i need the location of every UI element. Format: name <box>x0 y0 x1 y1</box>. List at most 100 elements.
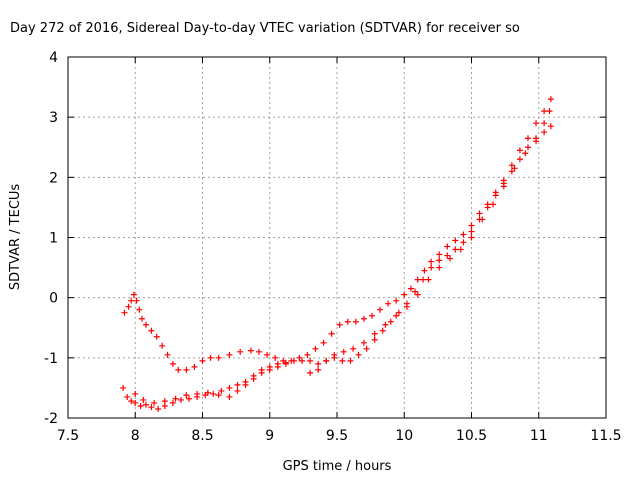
data-point <box>148 327 155 334</box>
data-point <box>128 398 135 405</box>
data-point <box>371 330 378 337</box>
data-point <box>128 297 135 304</box>
data-point <box>385 300 392 307</box>
data-point <box>274 363 281 370</box>
data-point <box>290 357 297 364</box>
data-point <box>120 384 127 391</box>
y-tick-label: 2 <box>49 170 58 186</box>
data-point <box>172 395 179 402</box>
data-point <box>352 318 359 325</box>
data-point <box>500 183 507 190</box>
data-point <box>151 399 158 406</box>
data-point <box>320 339 327 346</box>
data-point <box>199 357 206 364</box>
data-point <box>468 234 475 241</box>
data-point <box>175 366 182 373</box>
data-point <box>436 257 443 264</box>
data-point <box>457 246 464 253</box>
data-point <box>159 342 166 349</box>
data-point <box>121 309 128 316</box>
x-tick-label: 7.5 <box>57 428 79 444</box>
data-point <box>524 135 531 142</box>
data-point <box>444 252 451 259</box>
data-point <box>226 393 233 400</box>
data-point <box>215 392 222 399</box>
data-point <box>191 363 198 370</box>
data-point <box>237 348 244 355</box>
data-point <box>143 401 150 408</box>
data-point <box>420 276 427 283</box>
data-point <box>428 258 435 265</box>
data-point <box>468 222 475 229</box>
data-point <box>407 285 414 292</box>
data-point <box>234 387 241 394</box>
data-point <box>272 354 279 361</box>
data-point <box>492 192 499 199</box>
data-point <box>336 321 343 328</box>
data-point <box>533 120 540 127</box>
data-point <box>371 336 378 343</box>
data-point <box>511 165 518 172</box>
data-point <box>393 312 400 319</box>
data-point <box>194 390 201 397</box>
y-tick-label: 3 <box>49 110 58 126</box>
data-point <box>444 243 451 250</box>
data-point <box>161 398 168 405</box>
data-point <box>395 309 402 316</box>
data-point <box>136 306 143 313</box>
data-point <box>533 138 540 145</box>
data-point <box>476 210 483 217</box>
data-point <box>350 345 357 352</box>
data-point <box>148 404 155 411</box>
data-point <box>215 354 222 361</box>
data-point <box>234 381 241 388</box>
x-tick-label: 10.5 <box>456 428 487 444</box>
data-point <box>460 231 467 238</box>
data-point <box>393 297 400 304</box>
y-axis-label: SDTVAR / TECUs <box>8 184 23 291</box>
x-tick-label: 11 <box>530 428 548 444</box>
data-point <box>524 144 531 151</box>
data-point <box>460 239 467 246</box>
data-point <box>138 315 145 322</box>
data-point <box>452 246 459 253</box>
data-point <box>218 387 225 394</box>
data-point <box>307 369 314 376</box>
y-tick-label: 4 <box>49 50 58 66</box>
data-point <box>508 168 515 175</box>
data-point <box>183 392 190 399</box>
data-point <box>140 396 147 403</box>
data-point <box>403 303 410 310</box>
data-point <box>183 366 190 373</box>
x-tick-label: 9 <box>265 428 274 444</box>
data-point <box>541 108 548 115</box>
data-point <box>421 267 428 274</box>
data-point <box>401 291 408 298</box>
data-point <box>331 351 338 358</box>
data-point <box>344 318 351 325</box>
data-point <box>207 354 214 361</box>
data-point <box>132 399 139 406</box>
data-point <box>266 366 273 373</box>
data-point <box>516 147 523 154</box>
grid-lines <box>68 57 606 418</box>
data-point <box>547 96 554 103</box>
data-point <box>315 360 322 367</box>
data-point <box>143 321 150 328</box>
data-point <box>547 123 554 130</box>
data-point <box>360 339 367 346</box>
data-point <box>155 405 162 412</box>
x-tick-label: 10 <box>395 428 413 444</box>
data-point <box>210 390 217 397</box>
data-point <box>258 369 265 376</box>
y-tick-label: 1 <box>49 231 58 247</box>
data-point <box>132 390 139 397</box>
data-point <box>125 303 132 310</box>
data-point <box>414 291 421 298</box>
data-point <box>186 395 193 402</box>
data-point <box>522 150 529 157</box>
data-point <box>340 348 347 355</box>
y-tick-label: -2 <box>44 411 58 427</box>
x-axis-label: GPS time / hours <box>283 459 392 474</box>
data-point <box>428 264 435 271</box>
